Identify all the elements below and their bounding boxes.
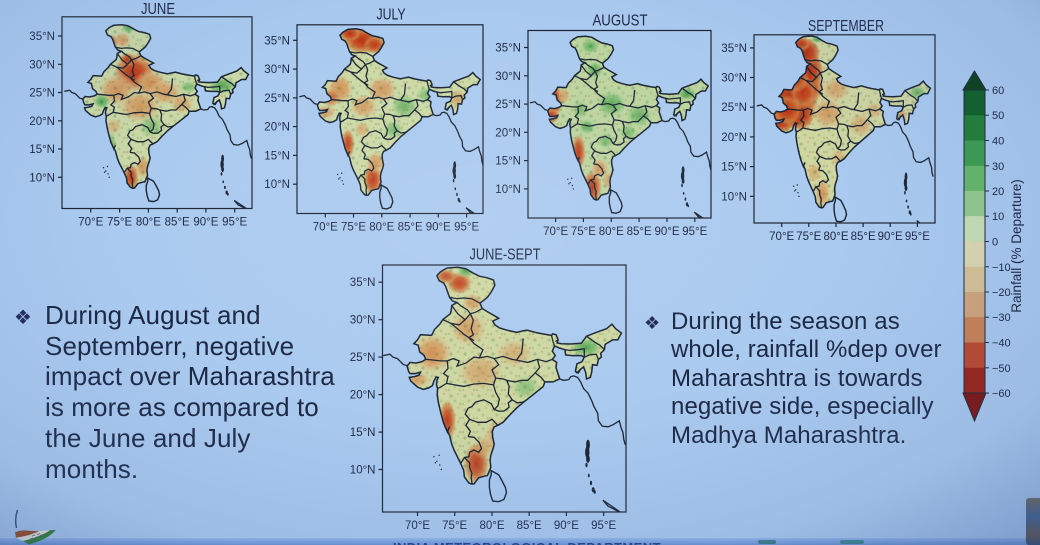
svg-text:25°N: 25°N [350, 352, 376, 364]
svg-text:90°E: 90°E [654, 226, 679, 238]
svg-text:35°N: 35°N [721, 43, 747, 55]
svg-text:70°E: 70°E [405, 520, 430, 532]
svg-text:30: 30 [992, 161, 1004, 173]
svg-text:70°E: 70°E [543, 226, 568, 238]
svg-text:75°E: 75°E [796, 231, 821, 243]
svg-text:35°N: 35°N [495, 43, 521, 55]
svg-text:15°N: 15°N [350, 427, 376, 439]
svg-text:10°N: 10°N [350, 465, 376, 477]
svg-text:90°E: 90°E [554, 520, 579, 532]
svg-text:15°N: 15°N [29, 144, 55, 156]
svg-text:80°E: 80°E [823, 231, 848, 243]
svg-text:85°E: 85°E [398, 222, 423, 234]
svg-text:85°E: 85°E [627, 226, 652, 238]
svg-text:35°N: 35°N [29, 31, 55, 43]
svg-text:0: 0 [992, 237, 998, 249]
svg-text:25°N: 25°N [721, 102, 747, 114]
svg-text:20°N: 20°N [350, 390, 376, 402]
svg-text:35°N: 35°N [350, 277, 376, 289]
svg-text:70°E: 70°E [78, 217, 103, 229]
svg-text:−20: −20 [992, 287, 1011, 299]
svg-text:30°N: 30°N [264, 64, 290, 76]
svg-text:80°E: 80°E [369, 222, 394, 234]
svg-text:Rainfall (% Departure): Rainfall (% Departure) [1009, 179, 1024, 313]
svg-text:75°E: 75°E [107, 217, 132, 229]
svg-text:25°N: 25°N [264, 93, 290, 105]
svg-text:−30: −30 [992, 312, 1011, 324]
svg-text:90°E: 90°E [193, 217, 218, 229]
svg-text:60: 60 [992, 85, 1004, 97]
svg-text:75°E: 75°E [341, 222, 366, 234]
svg-text:95°E: 95°E [591, 520, 616, 532]
svg-text:75°E: 75°E [442, 520, 467, 532]
svg-text:95°E: 95°E [682, 226, 707, 238]
svg-text:10°N: 10°N [29, 172, 55, 184]
svg-text:−40: −40 [992, 338, 1011, 350]
svg-text:20°N: 20°N [29, 116, 55, 128]
svg-text:95°E: 95°E [905, 231, 930, 243]
svg-text:10: 10 [992, 211, 1004, 223]
svg-text:80°E: 80°E [479, 520, 504, 532]
svg-text:SEPTEMBER: SEPTEMBER [808, 18, 884, 35]
svg-text:95°E: 95°E [454, 222, 479, 234]
svg-text:JUNE-SEPT: JUNE-SEPT [470, 246, 541, 263]
svg-text:−60: −60 [992, 388, 1011, 400]
svg-text:20: 20 [992, 186, 1004, 198]
svg-text:70°E: 70°E [313, 222, 338, 234]
svg-text:−50: −50 [992, 363, 1011, 375]
svg-text:30°N: 30°N [29, 59, 55, 71]
svg-text:20°N: 20°N [721, 132, 747, 144]
svg-text:15°N: 15°N [495, 156, 521, 168]
svg-text:20°N: 20°N [264, 122, 290, 134]
svg-text:90°E: 90°E [878, 231, 903, 243]
svg-text:10°N: 10°N [495, 184, 521, 196]
svg-text:80°E: 80°E [599, 226, 624, 238]
svg-text:15°N: 15°N [264, 150, 290, 162]
svg-text:85°E: 85°E [165, 217, 190, 229]
svg-text:30°N: 30°N [495, 71, 521, 83]
svg-text:75°E: 75°E [571, 226, 596, 238]
svg-text:AUGUST: AUGUST [593, 12, 648, 29]
svg-text:10°N: 10°N [264, 179, 290, 191]
svg-text:JUNE: JUNE [141, 1, 175, 18]
svg-text:30°N: 30°N [350, 315, 376, 327]
svg-text:50: 50 [992, 110, 1004, 122]
svg-text:30°N: 30°N [721, 73, 747, 85]
svg-text:85°E: 85°E [517, 520, 542, 532]
svg-text:15°N: 15°N [721, 162, 747, 174]
svg-text:25°N: 25°N [495, 99, 521, 111]
svg-text:80°E: 80°E [136, 217, 161, 229]
svg-text:10°N: 10°N [721, 191, 747, 203]
svg-text:JULY: JULY [377, 7, 406, 24]
svg-text:95°E: 95°E [222, 217, 247, 229]
svg-text:70°E: 70°E [769, 231, 794, 243]
svg-text:40: 40 [992, 136, 1004, 148]
svg-text:85°E: 85°E [851, 231, 876, 243]
svg-text:−10: −10 [992, 262, 1011, 274]
svg-text:25°N: 25°N [29, 88, 55, 100]
svg-text:20°N: 20°N [495, 127, 521, 139]
svg-text:90°E: 90°E [426, 222, 451, 234]
svg-text:35°N: 35°N [264, 35, 290, 47]
